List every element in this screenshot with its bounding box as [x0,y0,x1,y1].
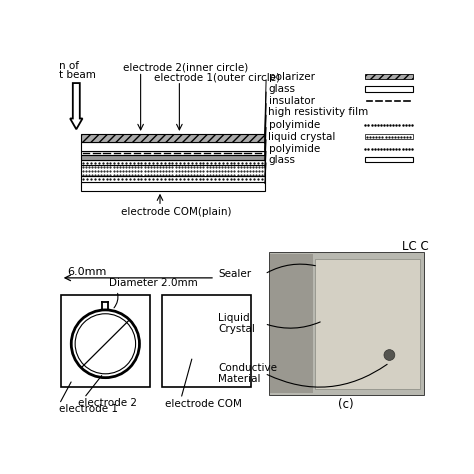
Text: polarizer: polarizer [268,72,315,82]
Text: electrode 2(inner circle): electrode 2(inner circle) [123,63,248,73]
Text: t beam: t beam [59,70,96,81]
Bar [270,254,313,393]
Bar [315,259,420,389]
Text: polyimide: polyimide [268,144,320,154]
Bar [365,86,413,91]
Bar [268,253,423,395]
Text: electrode COM: electrode COM [165,399,242,409]
Text: Conductive
Material: Conductive Material [218,363,277,384]
Bar [81,134,264,142]
Text: Diameter 2.0mm: Diameter 2.0mm [109,278,198,288]
Text: electrode 1: electrode 1 [59,404,118,414]
Text: liquid crystal: liquid crystal [268,132,336,142]
Text: 6.0mm: 6.0mm [67,267,106,277]
Bar [162,295,251,387]
Text: glass: glass [268,155,295,165]
Circle shape [384,350,395,360]
Text: n of: n of [59,61,79,71]
Text: insulator: insulator [268,96,315,106]
Bar [81,155,264,160]
Bar [81,151,264,155]
Bar [81,160,264,165]
Text: Liquid
Crystal: Liquid Crystal [218,313,255,335]
Text: electrode 2: electrode 2 [78,398,137,408]
Bar [81,142,264,151]
Text: (c): (c) [338,399,354,411]
Text: polyimide: polyimide [268,119,320,130]
Bar [61,295,150,387]
Text: electrode 1(outer circle): electrode 1(outer circle) [154,73,280,82]
Bar [365,157,413,163]
Text: high resistivity film: high resistivity film [268,107,369,118]
Bar [81,182,264,191]
Text: Sealer: Sealer [218,269,251,279]
Circle shape [71,310,139,378]
Text: LC C: LC C [402,240,428,253]
Bar [81,176,264,182]
Text: electrode COM(plain): electrode COM(plain) [121,207,232,217]
Text: glass: glass [268,84,295,94]
Circle shape [75,314,136,374]
Bar [365,134,413,139]
Bar [365,74,413,79]
FancyArrow shape [70,83,82,129]
Bar [81,165,264,176]
